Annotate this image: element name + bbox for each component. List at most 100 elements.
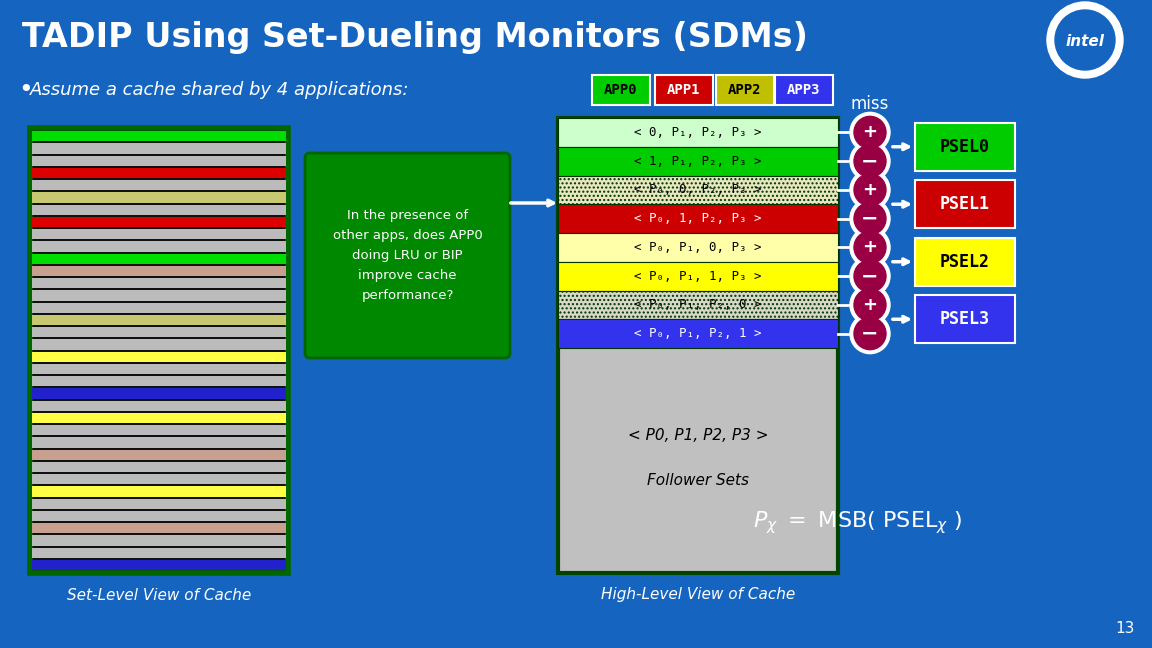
Bar xyxy=(32,340,286,349)
Circle shape xyxy=(850,141,890,181)
Text: +: + xyxy=(863,296,878,314)
Bar xyxy=(32,437,286,448)
Text: intel: intel xyxy=(1066,34,1105,49)
Bar xyxy=(32,450,286,459)
Circle shape xyxy=(850,285,890,325)
Bar xyxy=(30,128,288,573)
Text: PSEL0: PSEL0 xyxy=(940,138,990,156)
Circle shape xyxy=(854,145,886,177)
Bar xyxy=(915,180,1015,228)
Bar xyxy=(32,535,286,546)
Circle shape xyxy=(850,199,890,238)
Bar xyxy=(32,474,286,484)
Text: Assume a cache shared by 4 applications:: Assume a cache shared by 4 applications: xyxy=(30,81,409,99)
Bar xyxy=(32,351,286,362)
Bar xyxy=(775,75,833,105)
Bar xyxy=(32,205,286,214)
Text: < P₀, P₁, P₂, 0 >: < P₀, P₁, P₂, 0 > xyxy=(635,298,761,312)
Text: < P₀, 1, P₂, P₃ >: < P₀, 1, P₂, P₃ > xyxy=(635,212,761,225)
Bar xyxy=(32,192,286,202)
Circle shape xyxy=(1047,2,1123,78)
Text: < P0, P1, P2, P3 >: < P0, P1, P2, P3 > xyxy=(628,428,768,443)
Circle shape xyxy=(850,314,890,354)
Bar xyxy=(32,523,286,533)
Bar xyxy=(558,176,838,204)
Circle shape xyxy=(850,256,890,296)
Text: +: + xyxy=(863,123,878,141)
Circle shape xyxy=(850,170,890,210)
Text: +: + xyxy=(863,181,878,199)
Bar xyxy=(32,156,286,166)
Text: < P₀, P₁, 1, P₃ >: < P₀, P₁, 1, P₃ > xyxy=(635,270,761,283)
Bar xyxy=(32,315,286,325)
Text: −: − xyxy=(862,323,879,343)
Bar xyxy=(558,290,838,319)
Text: miss: miss xyxy=(851,95,889,113)
Text: < P₀, P₁, 0, P₃ >: < P₀, P₁, 0, P₃ > xyxy=(635,241,761,254)
Bar xyxy=(592,75,650,105)
Text: PSEL2: PSEL2 xyxy=(940,253,990,271)
Text: APP2: APP2 xyxy=(728,83,761,97)
Bar xyxy=(32,400,286,411)
Bar xyxy=(655,75,713,105)
Bar xyxy=(32,266,286,276)
Bar xyxy=(32,303,286,313)
Text: −: − xyxy=(862,209,879,229)
Text: •: • xyxy=(18,78,32,102)
Bar xyxy=(32,498,286,509)
Bar xyxy=(558,204,838,233)
Text: < P₀, P₁, P₂, 1 >: < P₀, P₁, P₂, 1 > xyxy=(635,327,761,340)
Bar xyxy=(915,238,1015,286)
Circle shape xyxy=(854,174,886,206)
Text: PSEL1: PSEL1 xyxy=(940,195,990,213)
Text: High-Level View of Cache: High-Level View of Cache xyxy=(601,588,795,603)
Bar xyxy=(558,118,838,146)
Bar xyxy=(32,376,286,386)
Text: < 0, P₁, P₂, P₃ >: < 0, P₁, P₂, P₃ > xyxy=(635,126,761,139)
Bar xyxy=(558,118,838,573)
Bar xyxy=(32,560,286,570)
Text: In the presence of
other apps, does APP0
doing LRU or BIP
improve cache
performa: In the presence of other apps, does APP0… xyxy=(333,209,483,302)
Bar xyxy=(32,327,286,337)
Bar xyxy=(558,233,838,262)
Text: TADIP Using Set-Dueling Monitors (SDMs): TADIP Using Set-Dueling Monitors (SDMs) xyxy=(22,21,808,54)
Bar xyxy=(32,486,286,496)
Bar xyxy=(915,122,1015,171)
Bar xyxy=(32,388,286,399)
Bar xyxy=(32,425,286,435)
Text: −: − xyxy=(862,266,879,286)
Text: $P_\chi\ =\ \mathsf{MSB(\ PSEL}_\chi\mathsf{\ )}$: $P_\chi\ =\ \mathsf{MSB(\ PSEL}_\chi\mat… xyxy=(753,509,963,537)
Text: Set-Level View of Cache: Set-Level View of Cache xyxy=(67,588,251,603)
Text: Follower Sets: Follower Sets xyxy=(647,473,749,488)
Circle shape xyxy=(854,260,886,292)
Text: 13: 13 xyxy=(1115,621,1135,636)
Circle shape xyxy=(854,117,886,148)
Bar xyxy=(32,253,286,264)
Text: −: − xyxy=(862,151,879,171)
Bar xyxy=(558,319,838,348)
Circle shape xyxy=(850,227,890,268)
Bar xyxy=(32,364,286,374)
Circle shape xyxy=(854,203,886,235)
Bar xyxy=(915,295,1015,343)
FancyBboxPatch shape xyxy=(305,153,510,358)
Circle shape xyxy=(854,318,886,350)
Circle shape xyxy=(854,289,886,321)
Bar xyxy=(32,290,286,301)
Text: APP0: APP0 xyxy=(605,83,638,97)
Bar xyxy=(32,143,286,154)
Bar xyxy=(32,511,286,521)
Text: APP1: APP1 xyxy=(667,83,700,97)
Bar xyxy=(32,548,286,558)
Text: PSEL3: PSEL3 xyxy=(940,310,990,329)
Text: +: + xyxy=(863,238,878,257)
Bar xyxy=(32,216,286,227)
Bar xyxy=(32,180,286,191)
Circle shape xyxy=(854,231,886,263)
Bar xyxy=(558,262,838,290)
Circle shape xyxy=(1055,10,1115,70)
Bar xyxy=(32,278,286,288)
Bar xyxy=(32,241,286,251)
Circle shape xyxy=(850,112,890,152)
Bar xyxy=(717,75,774,105)
